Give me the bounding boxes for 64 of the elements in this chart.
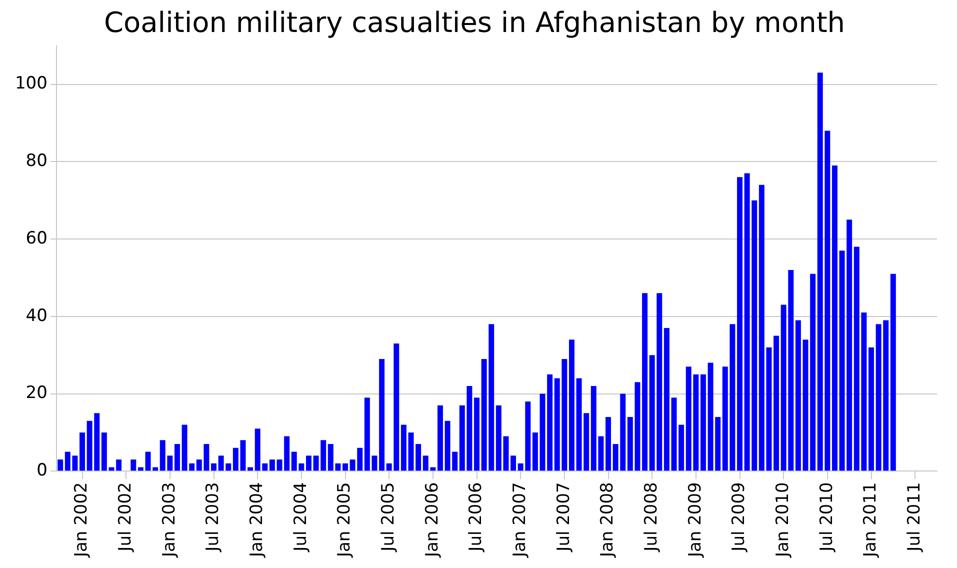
- bar: [671, 398, 677, 471]
- bar: [642, 293, 648, 471]
- bar: [532, 432, 538, 471]
- x-tick-label: Jan 2010: [773, 482, 794, 558]
- y-tick-label: 20: [26, 383, 48, 404]
- y-tick-label: 0: [36, 460, 48, 481]
- y-tick-label: 60: [26, 228, 48, 248]
- bar: [890, 274, 896, 471]
- x-tick-label: Jan 2008: [598, 482, 618, 558]
- bar: [379, 358, 385, 471]
- bar: [276, 460, 282, 471]
- bar: [408, 432, 414, 471]
- bar: [568, 340, 574, 471]
- x-tick-label: Jul 2011: [904, 482, 925, 552]
- x-tick-label: Jan 2003: [159, 482, 180, 558]
- bar: [795, 320, 801, 471]
- bar: [540, 394, 546, 471]
- x-tick-label: Jul 2003: [203, 482, 224, 552]
- bar: [832, 166, 838, 471]
- y-tick-label: 40: [26, 306, 48, 326]
- x-tick-label: Jan 2007: [510, 482, 530, 558]
- y-tick-label: 100: [14, 74, 48, 94]
- bar: [58, 460, 64, 471]
- bar: [700, 374, 706, 471]
- bar: [145, 452, 151, 471]
- chart-title: Coalition military casualties in Afghanistan by month: [104, 6, 846, 40]
- x-tick-label: Jan 2009: [685, 482, 706, 558]
- bar: [400, 424, 406, 471]
- bar: [284, 436, 290, 471]
- bar: [306, 456, 312, 471]
- bar: [868, 347, 874, 471]
- bar: [474, 398, 480, 471]
- x-tick-label: Jan 2006: [422, 482, 442, 558]
- bar: [606, 416, 611, 471]
- x-tick-label: Jul 2008: [642, 482, 662, 552]
- x-tick-label: Jul 2007: [554, 482, 574, 552]
- bar: [737, 177, 742, 471]
- x-tick-label: Jan 2004: [247, 482, 268, 558]
- bar: [116, 460, 122, 471]
- x-tick-label: Jan 2011: [860, 482, 881, 558]
- x-tick-label: Jul 2005: [378, 482, 399, 552]
- x-tick-label: Jan 2005: [334, 482, 355, 558]
- x-tick-label: Jul 2006: [466, 482, 486, 552]
- bar: [174, 444, 180, 471]
- x-tick-label: Jan 2002: [72, 482, 92, 558]
- bar: [130, 460, 136, 471]
- x-tick-label: Jul 2010: [816, 482, 837, 552]
- bar: [342, 463, 348, 471]
- bar: [269, 460, 275, 471]
- x-tick-label: Jul 2004: [290, 482, 311, 552]
- bar: [547, 374, 553, 471]
- x-tick-label: Jul 2002: [116, 482, 136, 552]
- bar: [80, 432, 85, 471]
- bar: [211, 463, 216, 471]
- bar: [437, 405, 443, 471]
- x-tick-label: Jul 2009: [729, 482, 750, 552]
- bar: [802, 340, 808, 471]
- bar: [678, 424, 684, 471]
- bar: [774, 336, 780, 471]
- bar: [416, 444, 422, 471]
- bar: [810, 274, 816, 471]
- bar: [664, 328, 670, 471]
- y-tick-label: 80: [26, 151, 48, 172]
- bar: [510, 456, 516, 471]
